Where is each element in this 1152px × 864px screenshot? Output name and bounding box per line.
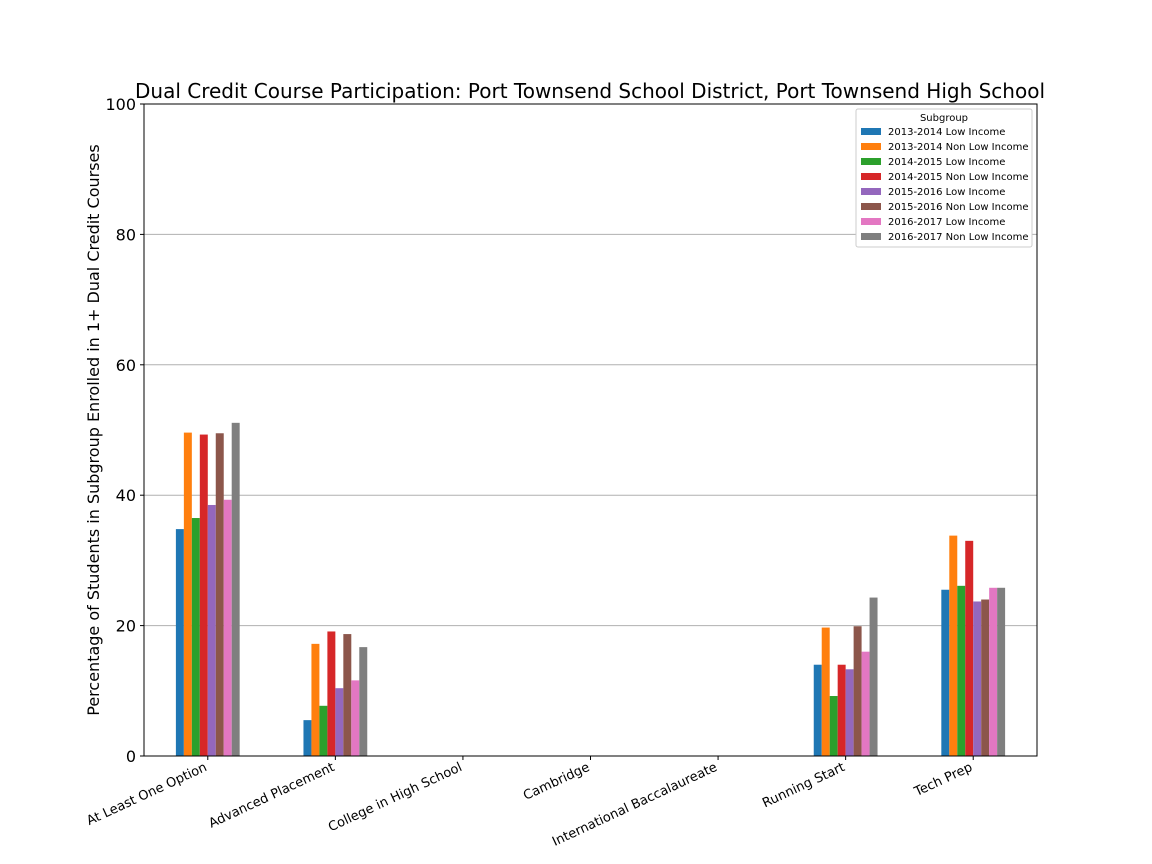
bar <box>343 634 352 756</box>
legend-label: 2016-2017 Low Income <box>888 217 1005 228</box>
bar <box>957 585 966 756</box>
bars <box>175 422 1006 756</box>
legend-swatch <box>861 158 881 165</box>
bar <box>215 433 224 756</box>
y-tick-label: 0 <box>126 747 136 766</box>
bar <box>183 432 192 756</box>
legend-swatch <box>861 188 881 195</box>
legend-label: 2015-2016 Low Income <box>888 187 1005 198</box>
legend-title: Subgroup <box>920 113 968 124</box>
chart-title: Dual Credit Course Participation: Port T… <box>135 79 1045 103</box>
legend-swatch <box>861 173 881 180</box>
legend-label: 2016-2017 Non Low Income <box>888 232 1028 243</box>
bar <box>869 597 878 756</box>
x-tick-label: Tech Prep <box>911 760 975 800</box>
y-tick-label: 100 <box>105 95 136 114</box>
legend-swatch <box>861 203 881 210</box>
x-tick-label: Running Start <box>760 760 847 811</box>
bar <box>853 626 862 756</box>
bar <box>223 499 232 756</box>
x-tick-label: College in High School <box>326 760 464 835</box>
bar <box>861 651 870 756</box>
y-tick-label: 40 <box>116 486 136 505</box>
bar <box>311 643 320 756</box>
bar <box>319 705 328 756</box>
bar <box>207 504 216 756</box>
legend-swatch <box>861 218 881 225</box>
bar <box>829 696 838 756</box>
x-tick-label: Cambridge <box>521 760 592 804</box>
bar <box>175 529 184 756</box>
legend-label: 2014-2015 Low Income <box>888 157 1005 168</box>
legend-box <box>855 108 1033 248</box>
bar <box>845 669 854 756</box>
bar <box>997 587 1006 756</box>
bar <box>335 688 344 756</box>
legend-label: 2014-2015 Non Low Income <box>888 172 1028 183</box>
bar <box>965 540 974 756</box>
x-tick-label: Advanced Placement <box>207 760 337 831</box>
bar <box>303 720 312 756</box>
bar <box>981 599 990 756</box>
bar <box>231 422 240 756</box>
legend-swatch <box>861 143 881 150</box>
bar <box>973 601 982 756</box>
bar <box>359 647 368 756</box>
y-axis-label: Percentage of Students in Subgroup Enrol… <box>84 144 103 715</box>
y-tick-label: 20 <box>116 617 136 636</box>
legend-label: 2013-2014 Non Low Income <box>888 142 1028 153</box>
bar <box>813 664 822 756</box>
y-axis: 0 20 40 60 80 100 <box>105 95 144 766</box>
bar <box>949 535 958 756</box>
bar <box>191 518 200 756</box>
x-tick-label: At Least One Option <box>85 760 210 829</box>
legend-label: 2013-2014 Low Income <box>888 127 1005 138</box>
bar <box>199 434 208 756</box>
y-tick-label: 60 <box>116 356 136 375</box>
bar <box>821 627 830 756</box>
bar <box>941 589 950 756</box>
bar <box>989 587 998 756</box>
bar <box>327 631 336 756</box>
legend-label: 2015-2016 Non Low Income <box>888 202 1028 213</box>
legend: Subgroup 2013-2014 Low Income 2013-2014 N… <box>855 108 1033 248</box>
y-tick-label: 80 <box>116 225 136 244</box>
bar <box>837 664 846 756</box>
bar <box>351 680 360 756</box>
legend-swatch <box>861 233 881 240</box>
legend-swatch <box>861 128 881 135</box>
